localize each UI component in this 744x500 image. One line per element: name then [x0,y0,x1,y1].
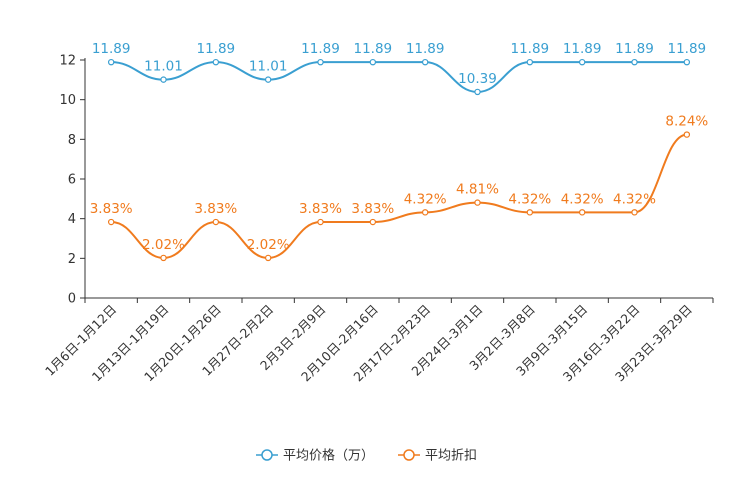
data-label: 11.89 [354,41,393,57]
data-point [107,58,115,66]
data-label: 8.24% [665,114,708,130]
series-line [111,133,688,259]
y-tick-label: 0 [68,292,76,307]
data-label: 11.89 [511,41,550,57]
data-point [421,209,429,216]
data-label: 3.83% [194,201,237,217]
data-label: 4.32% [508,191,551,207]
data-label: 2.02% [247,237,290,253]
data-label: 11.01 [249,59,288,75]
data-point [107,218,115,226]
data-point [369,218,377,226]
series-0: 11.89 11.01 11.89 11.01 11.89 11.89 11.89 10.39… [92,41,707,96]
data-label: 3.83% [90,201,133,217]
legend-label: 平均折扣 [425,449,477,464]
data-point [578,58,586,66]
legend-marker-icon [261,449,273,461]
data-point [683,131,691,138]
data-point [474,199,481,206]
data-label: 3.83% [299,201,342,217]
y-tick-label: 4 [68,212,76,227]
data-label: 11.89 [615,41,654,57]
legend-item-0: 平均价格（万） [256,448,374,464]
data-point [369,58,377,66]
data-label: 11.89 [92,41,131,57]
data-label: 11.89 [406,41,445,57]
data-label: 11.89 [563,41,602,57]
legend-marker-icon [403,449,415,461]
data-label: 4.32% [561,191,604,207]
data-point [317,218,324,226]
data-label: 2.02% [142,237,185,253]
data-point [631,209,638,216]
y-tick-label: 10 [59,93,76,108]
legend-item-1: 平均折扣 [398,449,477,464]
data-point [212,218,220,226]
y-tick-label: 12 [59,54,76,69]
data-point [264,254,272,262]
data-label: 4.81% [456,182,499,198]
data-label: 11.01 [144,59,183,75]
y-tick-label: 6 [68,173,76,188]
data-point [526,58,534,66]
data-label: 11.89 [301,41,340,57]
data-point [474,88,481,96]
data-point [264,76,272,83]
data-label: 11.89 [197,41,236,57]
data-label: 4.32% [404,191,447,207]
series-1: 3.83% 2.02% 3.83% 2.02% 3.83% 3.83% 4.32% 4.81%… [90,114,708,262]
data-label: 3.83% [351,201,394,217]
legend: 平均价格（万） 平均折扣 [256,448,477,464]
axes: 0246810121月6日-1月12日1月13日-1月19日1月20日-1月26… [42,54,714,384]
data-point [421,58,429,66]
data-point [160,76,167,83]
data-point [212,58,220,66]
data-point [683,58,691,66]
data-point [631,58,638,66]
data-label: 11.89 [668,41,707,57]
y-tick-label: 8 [68,133,76,148]
legend-label: 平均价格（万） [283,448,374,464]
data-point [317,58,324,66]
data-point [526,209,534,216]
data-label: 10.39 [458,71,497,87]
series-layer: 11.89 11.01 11.89 11.01 11.89 11.89 11.89 10.39… [90,41,708,262]
y-tick-label: 2 [68,252,76,267]
data-point [160,254,167,262]
data-label: 4.32% [613,191,656,207]
data-point [578,209,586,216]
series-line [111,61,687,93]
